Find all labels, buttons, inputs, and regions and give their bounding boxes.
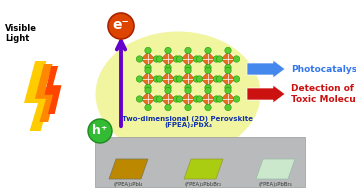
Circle shape [216,56,223,62]
Circle shape [156,96,163,102]
Circle shape [165,84,171,91]
Circle shape [213,56,220,62]
Circle shape [136,96,143,102]
Circle shape [145,67,151,74]
Circle shape [205,87,211,94]
FancyArrow shape [247,85,285,103]
Circle shape [136,76,143,82]
Circle shape [165,64,171,71]
Circle shape [196,56,203,62]
Circle shape [225,87,231,94]
Polygon shape [140,70,157,88]
Circle shape [176,56,183,62]
Polygon shape [256,159,295,179]
Polygon shape [159,50,177,67]
Circle shape [196,76,203,82]
Polygon shape [220,70,236,88]
Circle shape [185,67,191,74]
Circle shape [205,47,211,54]
Ellipse shape [95,32,261,156]
Text: (FPEA)₂PbX₄: (FPEA)₂PbX₄ [164,122,212,128]
Circle shape [225,84,231,91]
Circle shape [173,76,180,82]
Circle shape [165,87,171,94]
Circle shape [225,67,231,74]
Circle shape [205,84,211,91]
Polygon shape [109,159,148,179]
Circle shape [176,76,183,82]
Text: (FPEA)₂PbI₂Br₂: (FPEA)₂PbI₂Br₂ [184,182,221,187]
Polygon shape [199,70,216,88]
Polygon shape [159,91,177,108]
Polygon shape [184,159,223,179]
Circle shape [88,119,112,143]
Circle shape [205,64,211,71]
Circle shape [216,76,223,82]
Circle shape [145,104,151,111]
Text: (FPEA)₂PbBr₄: (FPEA)₂PbBr₄ [258,182,292,187]
Circle shape [193,96,200,102]
Polygon shape [44,66,62,114]
Polygon shape [159,70,177,88]
Circle shape [185,47,191,54]
FancyBboxPatch shape [95,137,305,187]
Circle shape [173,96,180,102]
Circle shape [193,56,200,62]
Text: Two-dimensional (2D) Perovskite: Two-dimensional (2D) Perovskite [122,116,253,122]
Circle shape [153,56,160,62]
Circle shape [108,13,134,39]
Circle shape [156,56,163,62]
Text: e⁻: e⁻ [112,18,130,32]
Text: Photocatalysis: Photocatalysis [291,64,356,74]
Text: (FPEA)₂PbI₄: (FPEA)₂PbI₄ [113,182,143,187]
Circle shape [145,87,151,94]
Polygon shape [140,91,157,108]
Circle shape [213,76,220,82]
Text: h⁺: h⁺ [92,123,108,136]
Circle shape [185,87,191,94]
Circle shape [233,96,240,102]
Circle shape [173,56,180,62]
Circle shape [225,64,231,71]
Circle shape [213,96,220,102]
Circle shape [196,96,203,102]
Circle shape [165,104,171,111]
Polygon shape [24,61,52,131]
Circle shape [145,47,151,54]
Circle shape [205,104,211,111]
Polygon shape [179,91,197,108]
Circle shape [145,64,151,71]
Polygon shape [140,50,157,67]
Circle shape [185,84,191,91]
Polygon shape [199,50,216,67]
Text: Detection of
Toxic Molecules: Detection of Toxic Molecules [291,84,356,104]
Circle shape [225,47,231,54]
Circle shape [185,64,191,71]
Polygon shape [199,91,216,108]
Circle shape [225,104,231,111]
Polygon shape [179,70,197,88]
Circle shape [145,84,151,91]
Circle shape [156,76,163,82]
Circle shape [216,96,223,102]
Circle shape [153,96,160,102]
Polygon shape [35,64,57,122]
Circle shape [193,76,200,82]
Polygon shape [220,91,236,108]
Polygon shape [179,50,197,67]
Circle shape [176,96,183,102]
Circle shape [185,104,191,111]
Circle shape [205,67,211,74]
Polygon shape [220,50,236,67]
Circle shape [233,76,240,82]
Circle shape [165,47,171,54]
Circle shape [233,56,240,62]
FancyArrow shape [247,60,285,78]
Circle shape [153,76,160,82]
Text: Visible
Light: Visible Light [5,24,37,43]
Circle shape [136,56,143,62]
Circle shape [165,67,171,74]
